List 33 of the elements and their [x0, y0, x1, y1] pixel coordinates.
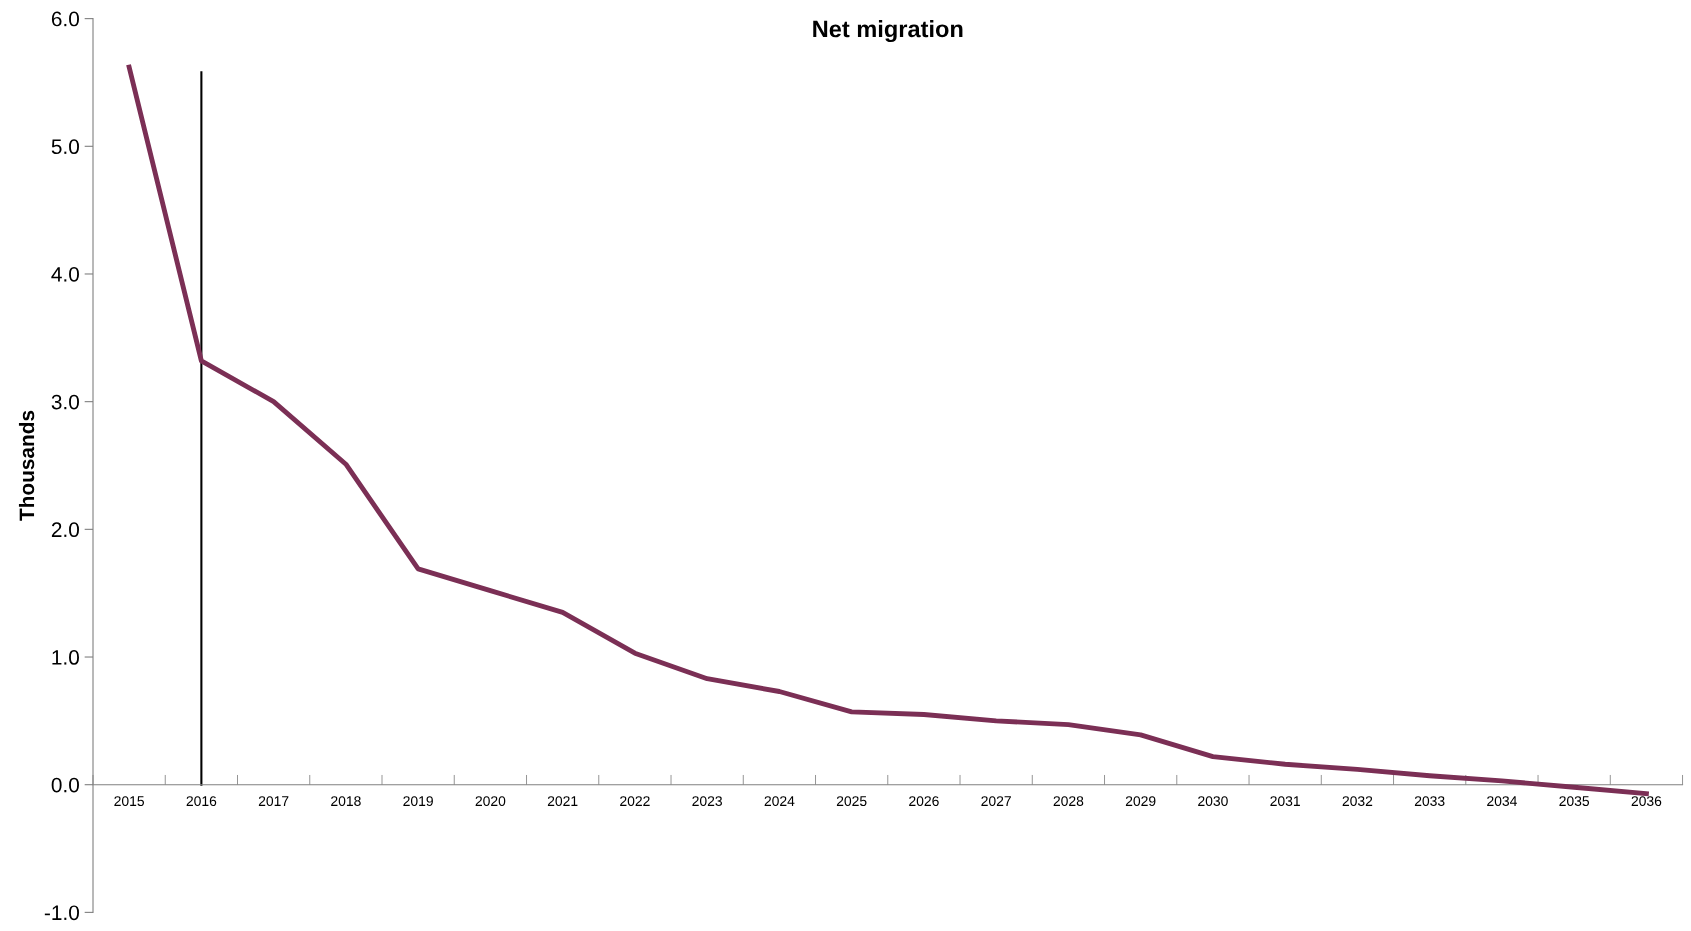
- x-tick-label: 2025: [836, 796, 867, 807]
- x-tick-label: 2028: [1053, 796, 1084, 807]
- y-tick-label: 6.0: [51, 11, 79, 27]
- y-tick-label: 1.0: [52, 650, 79, 665]
- x-tick-label: 2016: [186, 796, 217, 807]
- y-tick-label: 0.0: [51, 777, 79, 793]
- x-tick-label: 2018: [331, 796, 361, 807]
- x-tick-label: 2033: [1414, 796, 1445, 807]
- chart-title: Net migration: [813, 19, 963, 43]
- x-tick-label: 2021: [547, 796, 578, 807]
- x-tick-label: 2017: [258, 796, 289, 807]
- x-tick-label: 2034: [1487, 796, 1517, 807]
- x-tick-label: 2027: [981, 796, 1011, 807]
- line-series: [126, 64, 1649, 797]
- x-tick-label: 2020: [475, 796, 506, 807]
- x-tick-label: 2015: [114, 796, 144, 807]
- x-tick-label: 2030: [1198, 796, 1228, 807]
- x-tick-label: 2036: [1631, 796, 1662, 807]
- y-tick-label: 4.0: [51, 266, 79, 282]
- x-tick-label: 2022: [620, 796, 650, 807]
- x-tick-label: 2031: [1270, 796, 1300, 807]
- y-tick-label: 2.0: [51, 522, 79, 538]
- y-tick-label: -1.0: [44, 905, 79, 921]
- x-tick-label: 2029: [1125, 796, 1156, 807]
- x-tick-label: 2032: [1342, 796, 1373, 807]
- x-tick-label: 2019: [403, 796, 433, 807]
- y-tick-label: 3.0: [51, 394, 79, 410]
- y-tick-label: 5.0: [51, 139, 79, 155]
- x-tick-label: 2024: [764, 796, 795, 807]
- x-tick-label: 2023: [692, 796, 722, 807]
- x-tick-label: 2026: [909, 796, 939, 807]
- y-axis-title: Thousands: [18, 410, 35, 521]
- x-tick-label: 2035: [1559, 796, 1590, 807]
